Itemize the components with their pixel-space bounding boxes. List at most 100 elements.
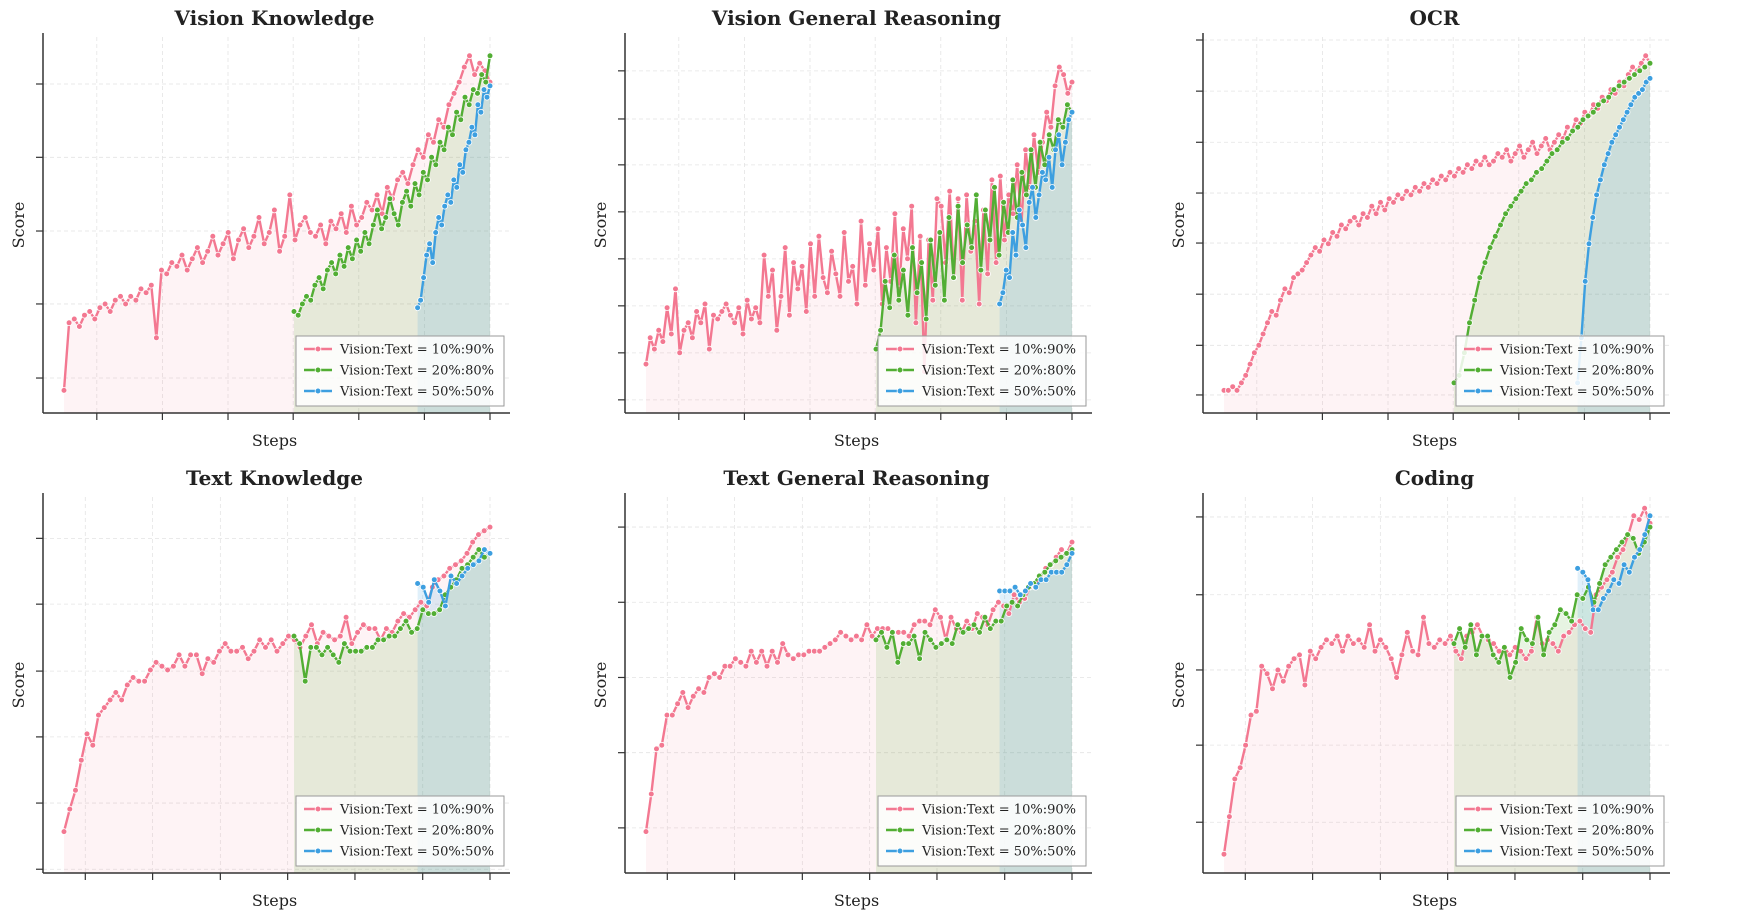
data-point: [922, 315, 930, 323]
data-point: [127, 293, 134, 300]
data-point: [450, 176, 458, 184]
data-point: [963, 617, 971, 625]
data-point: [1263, 670, 1271, 678]
data-point: [1368, 202, 1376, 210]
data-point: [66, 805, 74, 813]
data-point: [910, 632, 918, 640]
data-point: [430, 576, 438, 583]
data-point: [430, 610, 438, 617]
series-area-1: [1454, 527, 1650, 873]
data-point: [183, 266, 191, 274]
data-point: [857, 217, 865, 225]
chart-title: Text Knowledge: [186, 466, 363, 490]
data-point: [832, 636, 839, 644]
data-point: [365, 625, 373, 632]
legend-item: Vision:Text = 10%:90%: [1464, 803, 1654, 818]
data-point: [336, 632, 344, 640]
data-point: [1057, 553, 1065, 561]
data-point: [1534, 614, 1542, 621]
data-point: [1366, 621, 1373, 629]
data-point: [937, 614, 944, 621]
data-point: [1490, 157, 1497, 165]
data-point: [970, 621, 978, 629]
data-point: [1467, 621, 1475, 629]
data-point: [1022, 244, 1030, 251]
data-point: [189, 255, 196, 263]
data-point: [83, 730, 91, 738]
legend: Vision:Text = 10%:90% Vision:Text = 20%:8…: [877, 335, 1087, 407]
data-point: [800, 651, 808, 659]
data-point: [1610, 86, 1618, 93]
data-point: [409, 161, 417, 169]
data-point: [471, 131, 479, 139]
data-point: [1635, 90, 1642, 97]
data-point: [324, 266, 331, 274]
data-point: [1574, 565, 1581, 572]
data-point: [152, 659, 160, 666]
data-point: [758, 647, 766, 655]
data-point: [1553, 146, 1561, 154]
data-point: [1225, 387, 1232, 394]
data-point: [1635, 516, 1643, 523]
data-point: [194, 244, 201, 251]
data-point: [984, 270, 991, 278]
data-point: [1533, 150, 1541, 157]
data-point: [1528, 176, 1535, 184]
data-point: [1495, 659, 1503, 666]
chart-title: Text General Reasoning: [723, 466, 989, 490]
legend: Vision:Text = 10%:90% Vision:Text = 20%:8…: [877, 795, 1087, 867]
data-point: [260, 240, 268, 248]
data-point: [672, 285, 679, 293]
data-point: [1507, 157, 1515, 165]
y-axis-label: Score: [9, 202, 28, 249]
data-point: [1484, 632, 1491, 640]
data-point: [219, 240, 227, 248]
data-point: [1522, 180, 1530, 187]
data-point: [118, 696, 125, 704]
data-point: [693, 308, 700, 315]
data-point: [1320, 236, 1328, 244]
x-axis-label: Steps: [1412, 431, 1457, 450]
data-point: [1290, 655, 1298, 663]
data-point: [743, 296, 751, 304]
data-point: [265, 229, 273, 236]
data-point: [423, 251, 430, 259]
data-point: [457, 116, 465, 123]
chart-title: Vision General Reasoning: [711, 6, 1001, 30]
data-point: [440, 146, 448, 154]
data-point: [877, 326, 884, 334]
data-point: [435, 116, 443, 123]
data-point: [1600, 595, 1607, 602]
data-point: [1646, 75, 1654, 82]
data-point: [1466, 319, 1473, 327]
data-point: [929, 296, 937, 304]
legend-item: Vision:Text = 10%:90%: [1464, 343, 1654, 358]
data-point: [469, 538, 477, 546]
data-point: [1390, 199, 1397, 206]
data-point: [1006, 587, 1014, 595]
data-point: [419, 169, 427, 176]
data-point: [361, 229, 369, 236]
data-point: [447, 199, 455, 206]
data-point: [798, 263, 806, 270]
data-point: [373, 191, 381, 199]
data-point: [271, 206, 278, 214]
y-axis-label: Score: [1169, 662, 1188, 709]
data-point: [840, 229, 848, 236]
data-point: [747, 647, 755, 655]
data-point: [811, 293, 819, 300]
data-point: [440, 572, 448, 580]
data-point: [481, 546, 488, 553]
data-point: [1473, 651, 1480, 659]
data-point: [722, 300, 730, 308]
legend-item: Vision:Text = 50%:50%: [1464, 845, 1654, 860]
data-point: [701, 300, 709, 308]
data-point: [981, 614, 989, 621]
data-point: [346, 647, 354, 655]
data-point: [337, 210, 345, 218]
y-axis-label: Score: [591, 662, 610, 709]
data-point: [965, 625, 972, 632]
data-point: [1294, 270, 1302, 278]
data-point: [1631, 553, 1638, 561]
